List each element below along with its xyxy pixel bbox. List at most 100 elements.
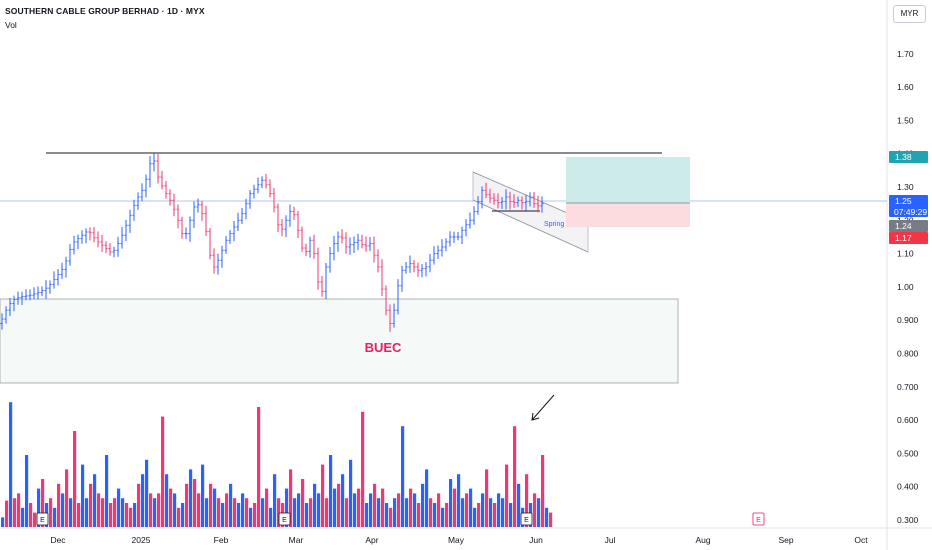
svg-text:E: E: [756, 517, 761, 524]
price-tag-stop: 1.17: [889, 232, 928, 244]
volume-bar: [289, 469, 293, 527]
volume-bar: [425, 469, 429, 527]
ohlc-bar: [284, 215, 288, 238]
time-tick-label: Sep: [778, 535, 793, 545]
volume-bar: [345, 498, 349, 527]
volume-bar: [325, 498, 329, 527]
target-zone[interactable]: [566, 157, 690, 203]
svg-text:1.17: 1.17: [895, 233, 912, 243]
volume-bar: [277, 498, 281, 527]
ohlc-bar: [180, 216, 184, 239]
channel-lower: [472, 199, 589, 253]
ohlc-bar: [476, 196, 480, 215]
volume-bar: [321, 464, 325, 527]
ohlc-bar: [384, 285, 388, 316]
volume-bar: [25, 455, 29, 527]
currency-button[interactable]: MYR: [893, 5, 926, 23]
volume-bar: [93, 474, 97, 527]
time-tick-label: Aug: [695, 535, 710, 545]
ohlc-bar: [188, 216, 192, 242]
ohlc-bar: [464, 219, 468, 237]
volume-bar: [389, 507, 393, 527]
volume-bar: [357, 488, 361, 527]
ohlc-bar: [120, 227, 124, 249]
volume-bar: [373, 483, 377, 527]
ohlc-bar: [176, 204, 180, 229]
earnings-marker[interactable]: E: [520, 512, 533, 526]
volume-bar: [265, 488, 269, 527]
volume-bar: [173, 493, 177, 527]
price-tick-label: 1.70: [897, 49, 914, 59]
price-tag-target: 1.38: [889, 151, 928, 163]
ohlc-bar: [252, 184, 256, 199]
volume-bar: [405, 498, 409, 527]
volume-bar: [249, 507, 253, 527]
ohlc-bar: [204, 205, 208, 237]
volume-bar: [153, 498, 157, 527]
volume-bar: [201, 464, 205, 527]
volume-bar: [517, 483, 521, 527]
ohlc-bar: [488, 188, 492, 203]
ohlc-bar: [152, 153, 156, 172]
time-tick-label: 2025: [132, 535, 151, 545]
volume-bar: [213, 488, 217, 527]
price-tick-label: 1.10: [897, 249, 914, 259]
volume-bar: [89, 483, 93, 527]
volume-bar: [429, 498, 433, 527]
price-bars: [0, 153, 544, 332]
ohlc-bar: [16, 291, 20, 305]
volume-bar: [369, 493, 373, 527]
volume-bar: [317, 493, 321, 527]
earnings-marker-future[interactable]: E: [752, 512, 765, 526]
volume-bar: [329, 455, 333, 527]
ohlc-bar: [80, 230, 84, 244]
ohlc-bar: [48, 280, 52, 294]
ohlc-bar: [308, 236, 312, 258]
volume-bar: [21, 507, 25, 527]
ohlc-bar: [348, 237, 352, 255]
ohlc-bar: [128, 209, 132, 233]
ohlc-bar: [232, 220, 236, 242]
volume-bar: [73, 431, 77, 527]
volume-bar: [337, 483, 341, 527]
stop-zone[interactable]: [566, 203, 690, 227]
volume-bar: [477, 503, 481, 527]
ohlc-bar: [356, 233, 360, 250]
spring-label: Spring: [544, 221, 564, 228]
ohlc-bar: [392, 303, 396, 328]
time-axis[interactable]: Dec 2025 Feb Mar Apr May Jun Jul Aug Sep Oct: [50, 535, 868, 545]
volume-bar: [1, 517, 5, 527]
ohlc-bar: [332, 235, 336, 261]
ohlc-bar: [20, 291, 24, 305]
ohlc-bar: [172, 193, 176, 217]
ohlc-bar: [260, 176, 264, 189]
buec-zone[interactable]: [0, 298, 679, 384]
ohlc-bar: [496, 193, 500, 209]
earnings-marker[interactable]: E: [278, 512, 291, 526]
ohlc-bar: [116, 236, 120, 257]
ohlc-bar: [316, 247, 320, 290]
volume-bar: [469, 488, 473, 527]
volume-bar: [437, 493, 441, 527]
price-tick-label: 0.300: [897, 515, 919, 525]
ohlc-bar: [224, 236, 228, 254]
volume-bar: [141, 474, 145, 527]
earnings-marker[interactable]: E: [36, 512, 49, 526]
ohlc-bar: [88, 227, 92, 241]
svg-text:07:49:29: 07:49:29: [894, 207, 927, 217]
ohlc-bar: [528, 192, 532, 207]
ohlc-bar: [516, 196, 520, 207]
volume-bar: [61, 493, 65, 527]
price-axis[interactable]: 1.701.601.501.401.301.201.101.000.9000.8…: [897, 49, 919, 525]
ohlc-bar: [484, 182, 488, 199]
volume-bar: [65, 469, 69, 527]
ohlc-bar: [296, 211, 300, 239]
svg-text:E: E: [40, 517, 45, 524]
volume-bar: [197, 493, 201, 527]
volume-bars: [1, 402, 553, 527]
price-tag-gray: 1.24: [889, 220, 928, 232]
volume-bar: [181, 503, 185, 527]
ohlc-bar: [412, 260, 416, 273]
